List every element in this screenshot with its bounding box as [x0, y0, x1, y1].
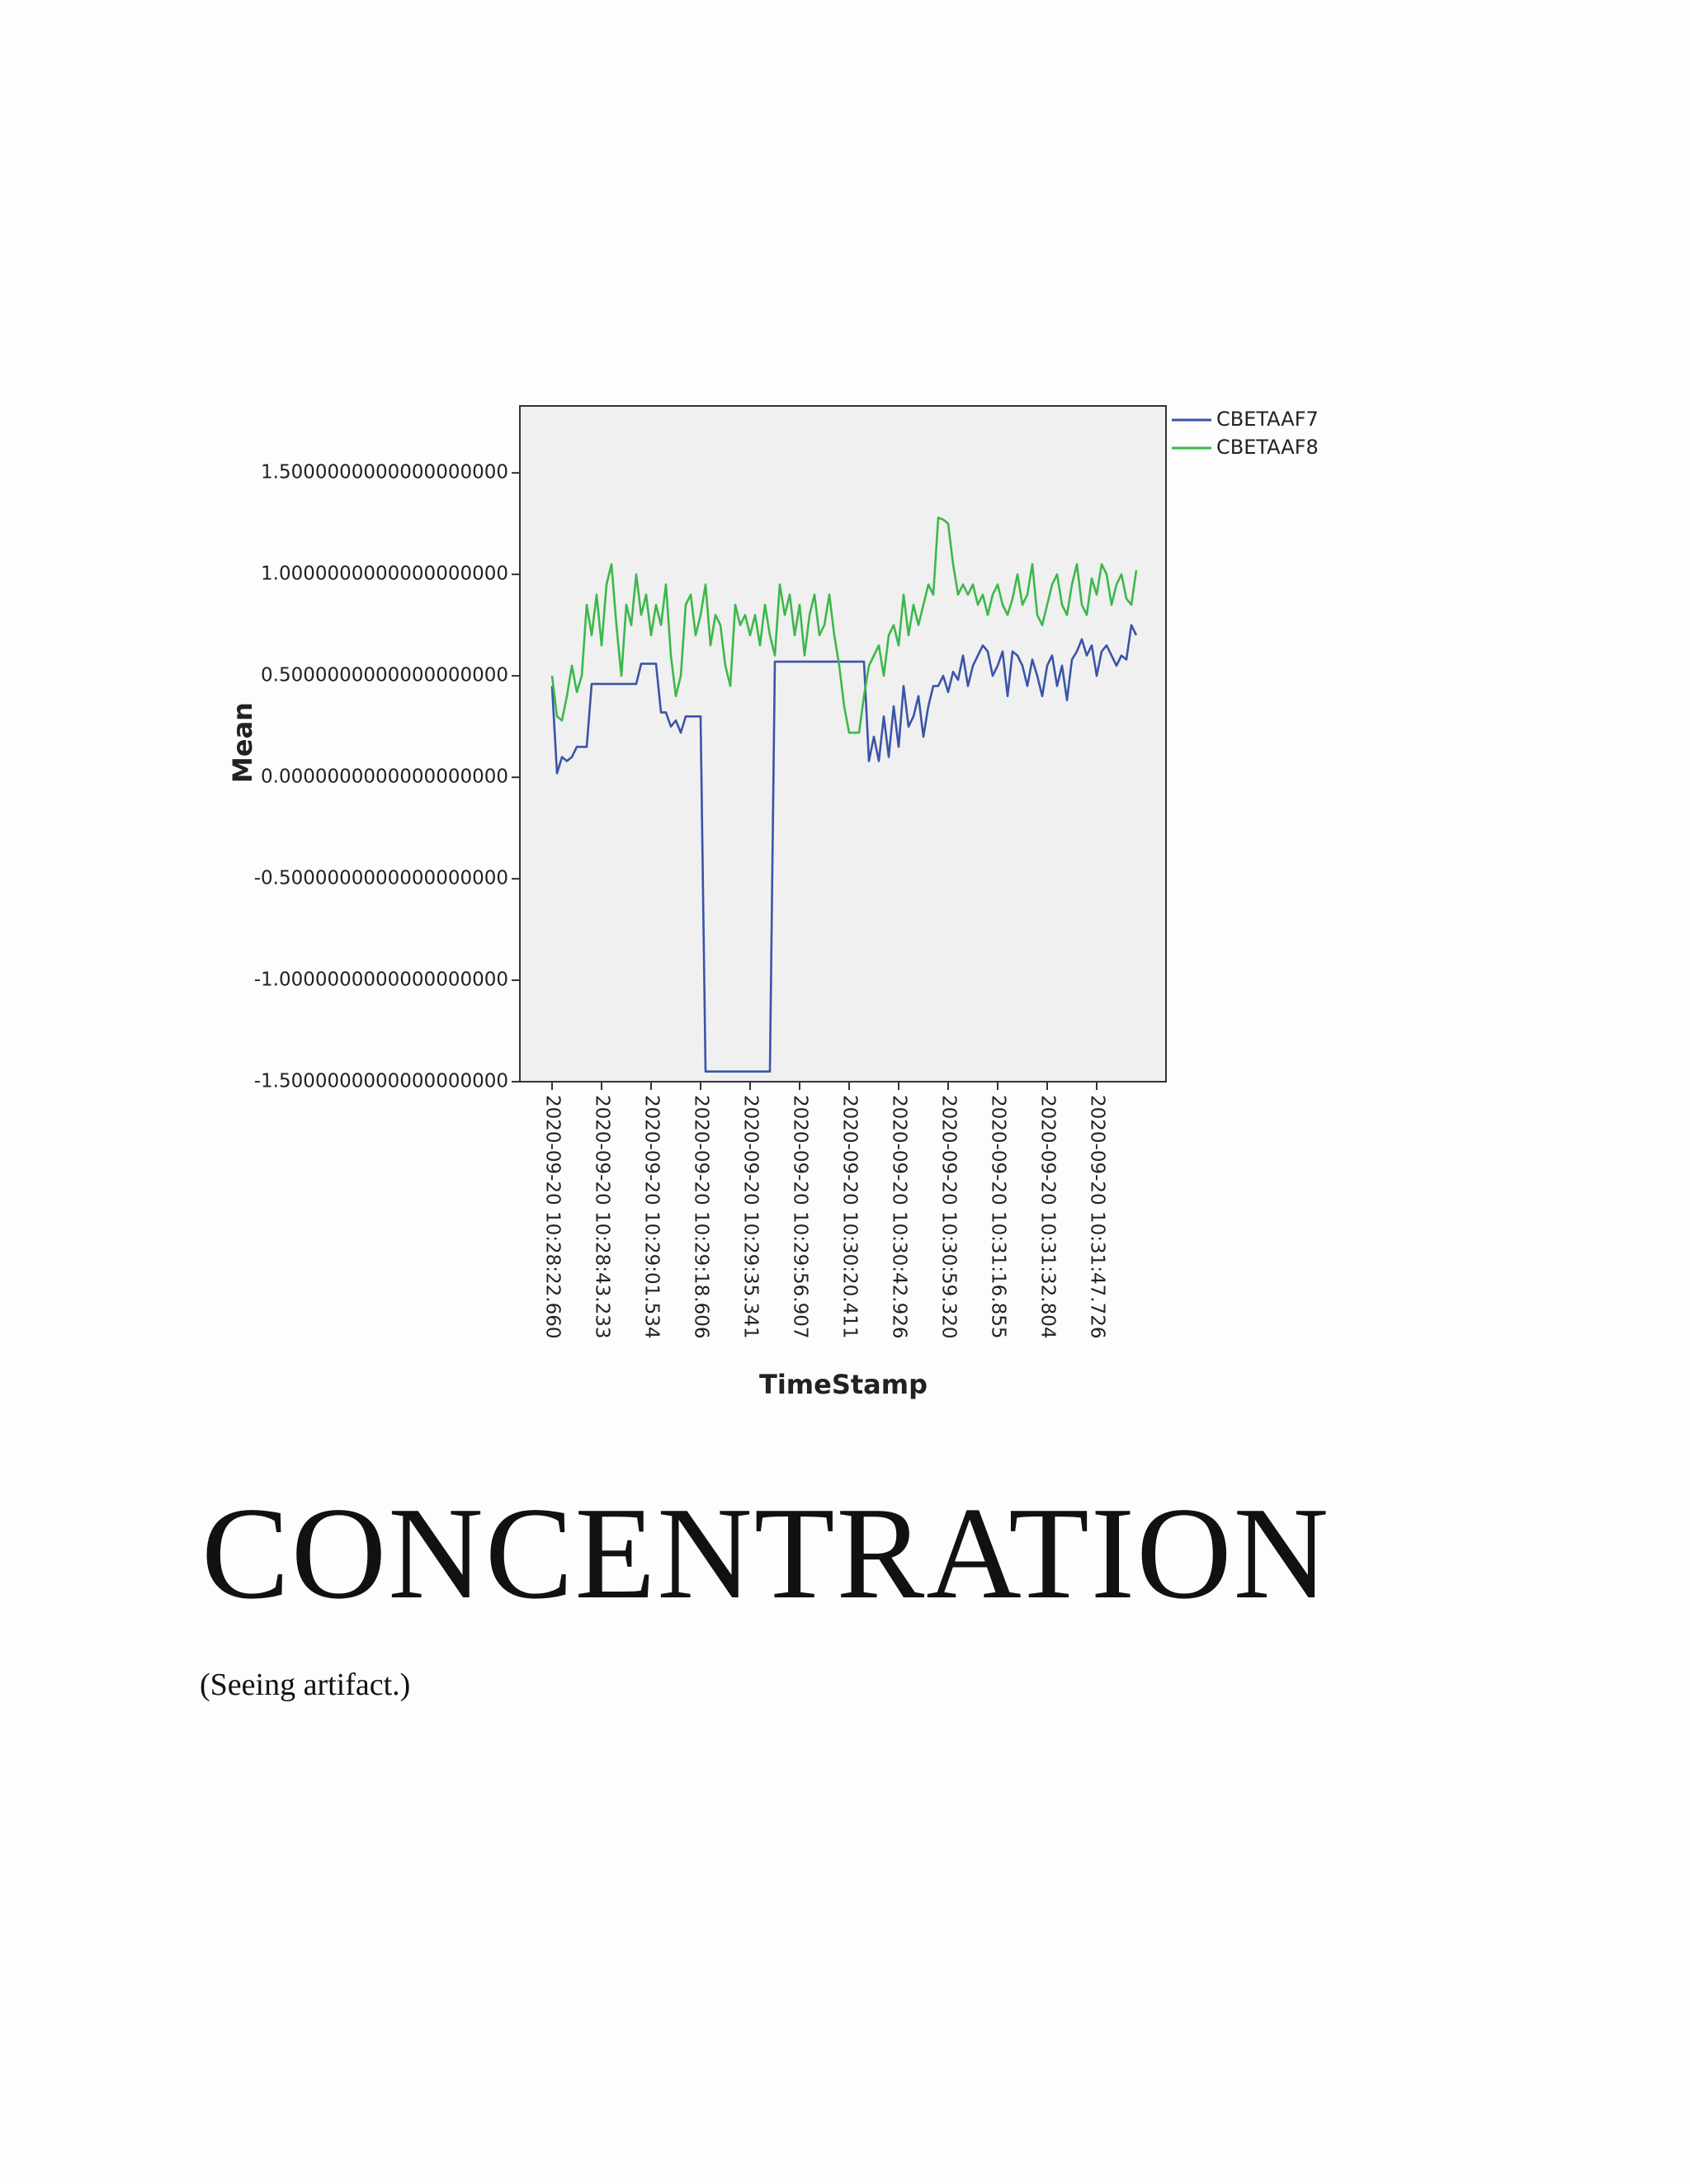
- x-tick-label: 2020-09-20 10:28:22.660: [542, 1095, 564, 1339]
- x-tick-label: 2020-09-20 10:31:47.726: [1087, 1095, 1108, 1339]
- legend-label: CBETAAF8: [1216, 436, 1319, 459]
- y-tick-label: 1.5000000000000000000: [261, 462, 508, 483]
- x-tick-label: 2020-09-20 10:30:42.926: [889, 1095, 910, 1339]
- data-line: [550, 624, 1138, 1073]
- note: (Seeing artifact.): [200, 1667, 411, 1702]
- y-axis-label: Mean: [227, 702, 258, 783]
- heading: CONCENTRATION: [201, 1479, 1331, 1626]
- chart: Mean TimeStamp -1.5000000000000000000 -1.…: [227, 405, 1319, 1400]
- x-tick-label: 2020-09-20 10:31:16.855: [988, 1095, 1009, 1339]
- y-tick-label: -1.0000000000000000000: [254, 969, 508, 991]
- legend-label: CBETAAF7: [1216, 408, 1319, 431]
- y-tick-label: 0.0000000000000000000: [261, 767, 508, 788]
- x-tick-label: 2020-09-20 10:30:59.320: [938, 1095, 960, 1339]
- y-tick-label: 1.0000000000000000000: [261, 564, 508, 585]
- data-line: [550, 517, 1138, 734]
- x-tick-label: 2020-09-20 10:29:56.907: [790, 1095, 811, 1339]
- x-tick-label: 2020-09-20 10:30:20.411: [839, 1095, 861, 1339]
- y-tick-label: -0.5000000000000000000: [254, 868, 508, 889]
- plot-frame: [519, 405, 1167, 1083]
- plot-background: [520, 406, 1166, 1082]
- x-tick-label: 2020-09-20 10:29:18.606: [691, 1095, 712, 1339]
- y-tick-label: 0.5000000000000000000: [261, 665, 508, 686]
- x-axis-label: TimeStamp: [759, 1369, 928, 1400]
- y-tick-label: -1.5000000000000000000: [254, 1071, 508, 1092]
- x-tick-label: 2020-09-20 10:31:32.804: [1037, 1095, 1059, 1339]
- x-tick-label: 2020-09-20 10:28:43.233: [592, 1095, 613, 1339]
- x-tick-label: 2020-09-20 10:29:35.341: [740, 1095, 762, 1339]
- x-tick-label: 2020-09-20 10:29:01.534: [641, 1095, 663, 1339]
